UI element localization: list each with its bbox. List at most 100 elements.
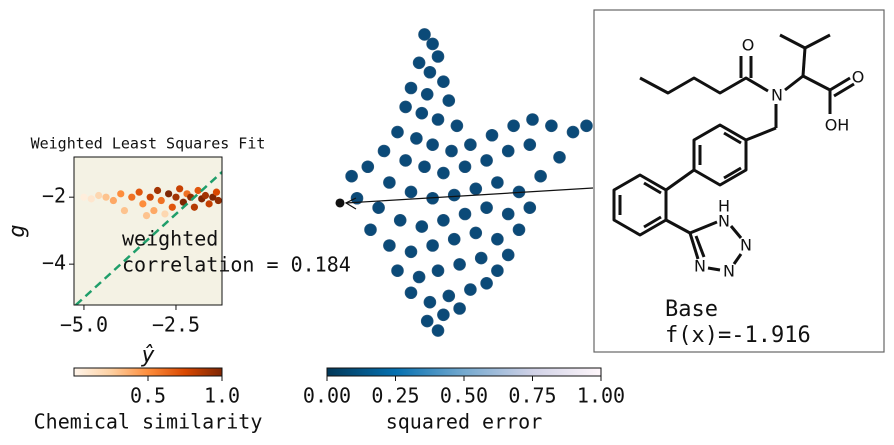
point <box>445 144 458 158</box>
molecule-structure <box>612 33 855 272</box>
point <box>142 211 151 220</box>
atom-label: N <box>771 86 783 105</box>
point <box>458 160 472 174</box>
point <box>153 186 162 195</box>
point <box>410 132 423 145</box>
colorbar-tick-label: 1.0 <box>204 384 240 408</box>
point <box>377 144 391 158</box>
colorbar-tick-label: 1.00 <box>577 384 625 408</box>
point <box>157 196 165 205</box>
point <box>423 295 437 309</box>
point <box>545 119 558 133</box>
point <box>120 206 129 215</box>
axes-frame <box>73 156 223 306</box>
point <box>464 283 477 296</box>
atom-label: H <box>718 197 730 216</box>
x-axis-label: ŷ <box>140 343 155 368</box>
point <box>404 185 418 199</box>
molecule-panel: O N O OH H N N N N Base f(x)=-1.916 <box>593 9 885 353</box>
point <box>393 214 407 227</box>
point <box>415 220 429 233</box>
point <box>139 200 147 208</box>
point <box>437 308 450 322</box>
point <box>176 185 184 193</box>
point <box>450 119 464 133</box>
point <box>469 226 483 240</box>
point <box>194 186 202 195</box>
atom-label: N <box>740 236 752 255</box>
point <box>372 201 385 214</box>
point <box>117 190 125 198</box>
colorbar-tick-label: 0.75 <box>508 384 556 408</box>
point <box>469 182 483 196</box>
point <box>474 251 488 265</box>
point <box>364 223 377 237</box>
chart-title: Weighted Least Squares Fit <box>31 135 266 153</box>
point <box>165 190 173 198</box>
colorbar-bar <box>73 367 223 377</box>
colorbar-tick-label: 0.00 <box>303 384 351 408</box>
pointer-arrow <box>345 187 594 204</box>
point <box>447 188 461 202</box>
scatter-plot: −5.0 −2.5 −2 −4 Weighted Least Squares Fit ŷ g… <box>5 135 351 369</box>
point <box>80 193 88 201</box>
point <box>135 188 143 196</box>
point <box>209 193 217 201</box>
point <box>420 88 434 101</box>
atom-labels: O N O OH H N N N N <box>694 36 864 281</box>
point <box>391 125 404 139</box>
atom-label: N <box>723 262 735 281</box>
highlighted-point <box>335 198 345 208</box>
point <box>418 28 431 41</box>
atom-label: OH <box>825 116 850 135</box>
point <box>214 196 222 205</box>
point <box>426 138 439 151</box>
point <box>399 154 412 167</box>
point <box>507 119 520 133</box>
point <box>491 264 504 278</box>
point <box>526 113 539 126</box>
point <box>437 214 450 227</box>
point <box>431 324 445 337</box>
colorbar-label: Chemical similarity <box>34 410 263 434</box>
point <box>523 138 537 151</box>
plot-background <box>74 157 222 305</box>
scatter-plot <box>335 28 594 337</box>
molecule-value: f(x)=-1.916 <box>665 323 811 348</box>
annotation: weighted <box>122 227 218 251</box>
point <box>580 119 593 133</box>
point <box>383 176 396 189</box>
point <box>95 191 103 200</box>
point <box>350 191 364 205</box>
y-tick-label: −4 <box>42 251 66 275</box>
y-tick-label: −2 <box>42 184 66 208</box>
point <box>437 166 450 180</box>
atom-label: N <box>694 257 706 276</box>
point <box>102 193 110 201</box>
molecule-name: Base <box>665 297 718 322</box>
point <box>491 232 504 246</box>
point <box>501 248 515 262</box>
point <box>345 169 358 183</box>
point <box>480 201 493 214</box>
point <box>426 239 439 252</box>
point <box>442 289 456 303</box>
colorbar-label: squared error <box>386 410 543 434</box>
point <box>453 302 466 315</box>
point <box>399 100 412 114</box>
point <box>212 188 221 196</box>
point <box>485 128 499 142</box>
point <box>412 270 426 284</box>
points <box>74 171 222 305</box>
point <box>458 207 472 221</box>
point <box>431 113 445 126</box>
point <box>566 125 580 139</box>
atom-label: O <box>742 36 755 55</box>
atom-label: N <box>718 212 730 231</box>
point <box>391 264 404 278</box>
point <box>109 196 117 205</box>
colorbar-bar <box>326 367 602 377</box>
colorbar-tick-label: 0.25 <box>371 384 419 408</box>
